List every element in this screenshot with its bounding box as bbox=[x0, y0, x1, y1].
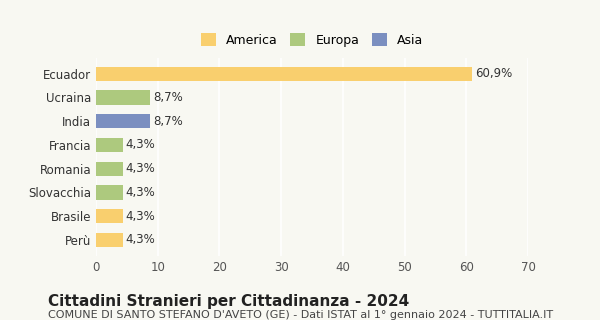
Text: 4,3%: 4,3% bbox=[125, 139, 155, 151]
Bar bbox=[96, 209, 122, 223]
Text: 4,3%: 4,3% bbox=[125, 186, 155, 199]
Bar bbox=[96, 233, 122, 247]
Text: 8,7%: 8,7% bbox=[153, 115, 182, 128]
Bar bbox=[96, 162, 122, 176]
Bar bbox=[96, 185, 122, 199]
Text: 60,9%: 60,9% bbox=[475, 67, 512, 80]
Legend: America, Europa, Asia: America, Europa, Asia bbox=[196, 28, 428, 52]
Text: 4,3%: 4,3% bbox=[125, 162, 155, 175]
Bar bbox=[96, 67, 472, 81]
Bar bbox=[96, 114, 149, 128]
Text: 8,7%: 8,7% bbox=[153, 91, 182, 104]
Text: 4,3%: 4,3% bbox=[125, 210, 155, 223]
Text: COMUNE DI SANTO STEFANO D'AVETO (GE) - Dati ISTAT al 1° gennaio 2024 - TUTTITALI: COMUNE DI SANTO STEFANO D'AVETO (GE) - D… bbox=[48, 310, 553, 320]
Text: 4,3%: 4,3% bbox=[125, 233, 155, 246]
Text: Cittadini Stranieri per Cittadinanza - 2024: Cittadini Stranieri per Cittadinanza - 2… bbox=[48, 294, 409, 309]
Bar bbox=[96, 138, 122, 152]
Bar bbox=[96, 90, 149, 105]
